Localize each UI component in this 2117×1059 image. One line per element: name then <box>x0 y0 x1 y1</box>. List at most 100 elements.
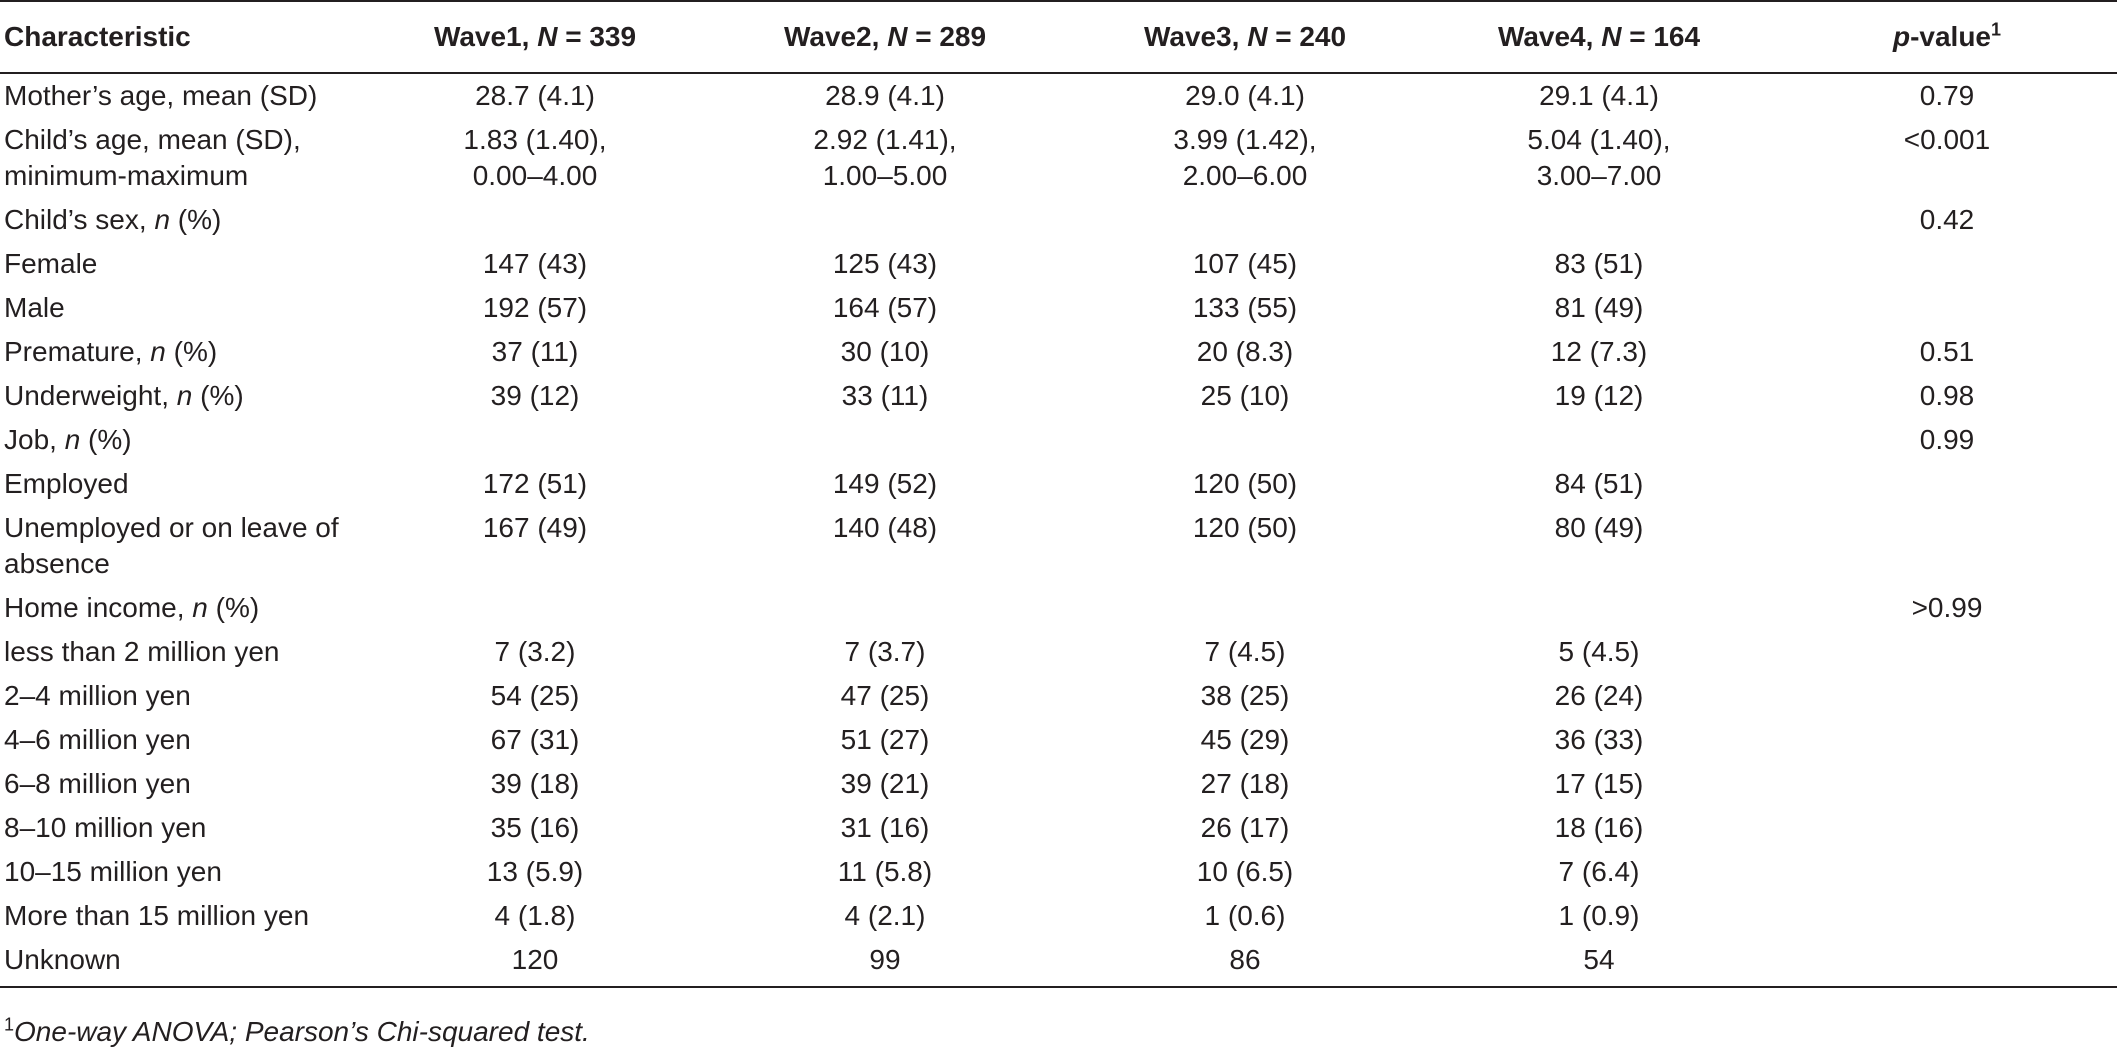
wave4-cell: 80 (49) <box>1554 512 1644 543</box>
header-wave4: Wave4, N = 164 <box>1421 0 1773 74</box>
wave2-cell: 125 (43) <box>832 248 938 279</box>
characteristic-cell: 4–6 million yen <box>4 724 191 755</box>
p-value-cell <box>1773 674 2117 718</box>
table-row: less than 2 million yen 7 (3.2) 7 (3.7) 7 (… <box>0 630 2117 674</box>
wave1-cell: 35 (16) <box>490 812 580 843</box>
p-value-cell <box>1773 286 2117 330</box>
wave4-cell: 17 (15) <box>1554 768 1644 799</box>
wave2-cell: 47 (25) <box>840 680 930 711</box>
wave4-cell: 18 (16) <box>1554 812 1644 843</box>
table-row: Premature, n (%) 37 (11) 30 (10) 20 (8.3) 12… <box>0 330 2117 374</box>
characteristic-cell: 10–15 million yen <box>4 856 222 887</box>
wave2-cell: 33 (11) <box>841 380 929 411</box>
wave3-cell <box>1065 198 1421 242</box>
characteristic-cell: Underweight, n (%) <box>4 380 244 411</box>
characteristic-cell: Child’s age, mean (SD), minimum-maximum <box>4 124 301 191</box>
wave3-cell: 1 (0.6) <box>1204 900 1286 931</box>
wave3-cell: 20 (8.3) <box>1196 336 1294 367</box>
wave1-cell: 28.7 (4.1) <box>475 80 595 111</box>
characteristic-cell: 8–10 million yen <box>4 812 207 843</box>
wave3-cell: 27 (18) <box>1200 768 1290 799</box>
characteristics-table: Characteristic Wave1, N = 339 Wave2, N =… <box>0 0 2117 988</box>
wave1-cell: 39 (12) <box>490 380 580 411</box>
characteristic-cell: Mother’s age, mean (SD) <box>4 80 318 111</box>
wave2-cell: 28.9 (4.1) <box>825 80 945 111</box>
p-value-cell <box>1773 806 2117 850</box>
wave1-cell: 172 (51) <box>482 468 588 499</box>
characteristic-cell: Job, n (%) <box>4 424 132 455</box>
wave1-cell <box>365 198 701 242</box>
wave4-cell: 5.04 (1.40), 3.00–7.00 <box>1527 124 1671 191</box>
p-value-cell <box>1773 762 2117 806</box>
wave4-cell: 7 (6.4) <box>1558 856 1640 887</box>
table-row: Unemployed or on leave of absence 167 (49)… <box>0 506 2117 586</box>
characteristic-cell: 2–4 million yen <box>4 680 191 711</box>
header-p-value: p-value1 <box>1773 0 2117 74</box>
wave4-cell: 36 (33) <box>1554 724 1644 755</box>
characteristic-cell: Female <box>4 248 98 279</box>
wave4-cell: 29.1 (4.1) <box>1539 80 1659 111</box>
wave2-cell: 7 (3.7) <box>844 636 926 667</box>
p-value-cell <box>1773 506 2117 586</box>
p-value-cell <box>1773 938 2117 988</box>
wave2-cell <box>701 198 1065 242</box>
wave2-cell: 39 (21) <box>840 768 930 799</box>
wave1-cell: 1.83 (1.40), 0.00–4.00 <box>463 124 607 191</box>
footnote-text: One-way ANOVA; Pearson’s Chi-squared tes… <box>14 1016 590 1047</box>
wave4-cell: 84 (51) <box>1554 468 1644 499</box>
wave2-cell <box>701 418 1065 462</box>
wave1-cell <box>365 586 701 630</box>
wave3-cell: 3.99 (1.42), 2.00–6.00 <box>1173 124 1317 191</box>
table-row: 4–6 million yen 67 (31) 51 (27) 45 (29) 36 (… <box>0 718 2117 762</box>
p-value-cell <box>1773 630 2117 674</box>
wave3-cell: 29.0 (4.1) <box>1185 80 1305 111</box>
table-row: Child’s sex, n (%) 0.42 <box>0 198 2117 242</box>
table-body: Mother’s age, mean (SD) 28.7 (4.1) 28.9 (4… <box>0 73 2117 988</box>
table-row: Male 192 (57) 164 (57) 133 (55) 81 (49) <box>0 286 2117 330</box>
header-characteristic: Characteristic <box>0 0 365 74</box>
wave2-cell: 30 (10) <box>840 336 930 367</box>
wave3-cell: 133 (55) <box>1192 292 1298 323</box>
p-value-cell: >0.99 <box>1911 592 1983 623</box>
table-row: 2–4 million yen 54 (25) 47 (25) 38 (25) 26 (… <box>0 674 2117 718</box>
wave2-cell: 31 (16) <box>840 812 930 843</box>
table-row: Home income, n (%) >0.99 <box>0 586 2117 630</box>
wave1-cell: 54 (25) <box>490 680 580 711</box>
p-value-cell: <0.001 <box>1903 124 1991 155</box>
p-value-cell <box>1773 242 2117 286</box>
characteristic-cell: less than 2 million yen <box>4 636 280 667</box>
wave1-cell <box>365 418 701 462</box>
wave3-cell: 86 <box>1065 938 1421 988</box>
wave1-cell: 147 (43) <box>482 248 588 279</box>
wave3-cell: 120 (50) <box>1192 468 1298 499</box>
p-value-cell: 0.79 <box>1919 80 1975 111</box>
p-value-cell <box>1773 718 2117 762</box>
table-row: 8–10 million yen 35 (16) 31 (16) 26 (17) 18 … <box>0 806 2117 850</box>
wave4-cell: 19 (12) <box>1554 380 1644 411</box>
table-row: Employed 172 (51) 149 (52) 120 (50) 84 (51) <box>0 462 2117 506</box>
p-value-cell: 0.42 <box>1919 204 1975 235</box>
characteristic-cell: Home income, n (%) <box>4 592 260 623</box>
wave4-cell: 12 (7.3) <box>1550 336 1648 367</box>
wave3-cell: 26 (17) <box>1200 812 1290 843</box>
p-value-cell <box>1773 894 2117 938</box>
header-wave1: Wave1, N = 339 <box>365 0 701 74</box>
wave1-cell: 67 (31) <box>490 724 580 755</box>
table-row: 10–15 million yen 13 (5.9) 11 (5.8) 10 (6.5… <box>0 850 2117 894</box>
wave1-cell: 39 (18) <box>490 768 580 799</box>
table-footnote: 1One-way ANOVA; Pearson’s Chi-squared te… <box>4 1014 590 1050</box>
header-wave3: Wave3, N = 240 <box>1065 0 1421 74</box>
p-value-cell: 0.98 <box>1919 380 1975 411</box>
wave1-cell: 13 (5.9) <box>486 856 584 887</box>
wave4-cell: 83 (51) <box>1554 248 1644 279</box>
wave2-cell <box>701 586 1065 630</box>
characteristic-cell: Unknown <box>0 938 365 988</box>
wave1-cell: 120 <box>365 938 701 988</box>
header-wave2: Wave2, N = 289 <box>701 0 1065 74</box>
wave4-cell <box>1421 418 1773 462</box>
wave1-cell: 37 (11) <box>491 336 579 367</box>
wave2-cell: 4 (2.1) <box>844 900 926 931</box>
characteristic-cell: Unemployed or on leave of absence <box>4 512 339 579</box>
table-row: Child’s age, mean (SD), minimum-maximum 1.… <box>0 118 2117 198</box>
characteristic-cell: 6–8 million yen <box>4 768 191 799</box>
